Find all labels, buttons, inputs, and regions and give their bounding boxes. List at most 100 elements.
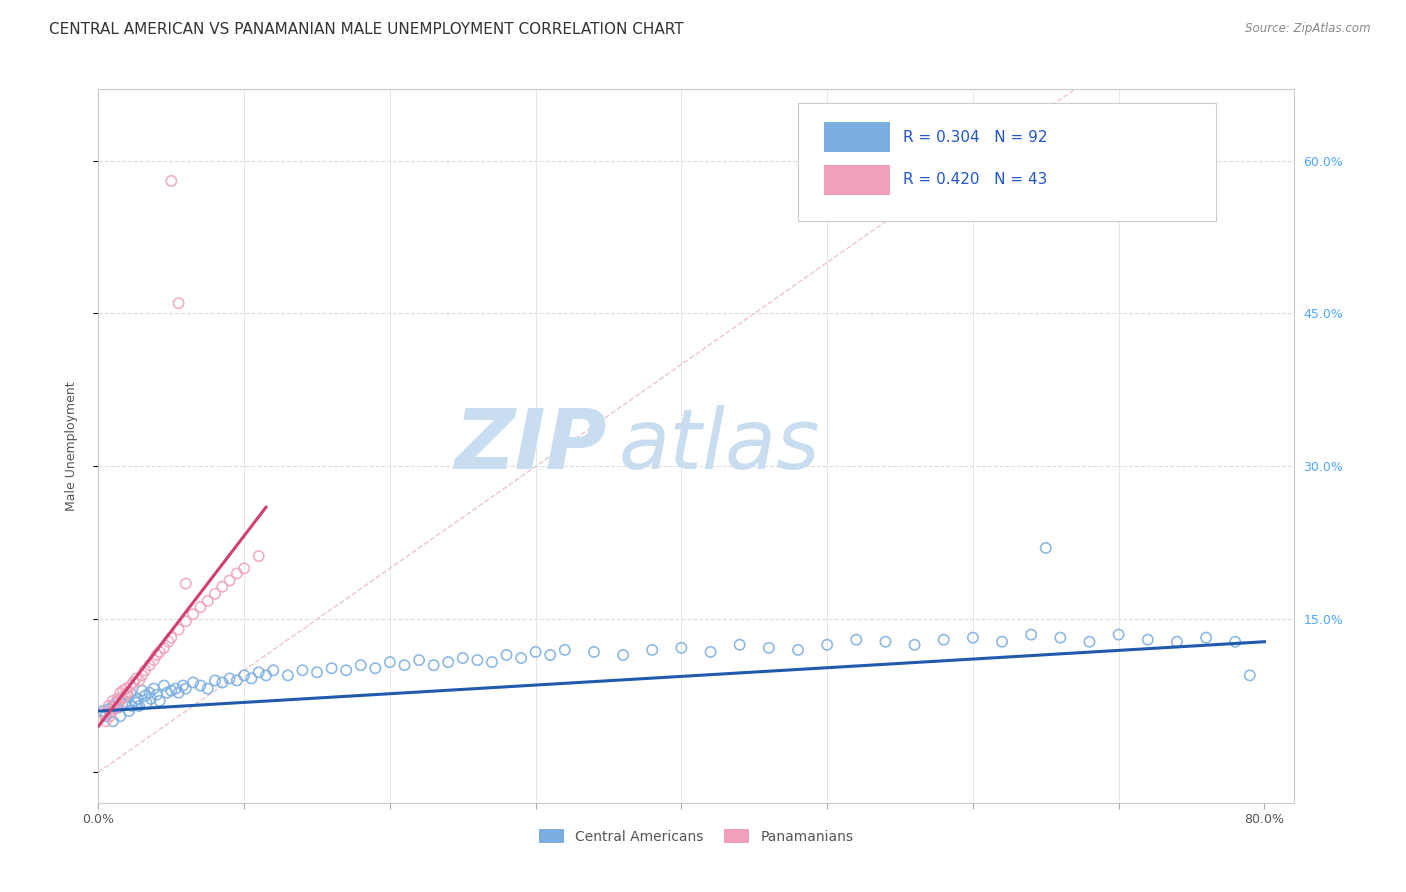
Point: [1108, 627, 1130, 641]
Point: [1078, 634, 1101, 648]
Point: [1239, 668, 1261, 682]
Point: [1019, 627, 1042, 641]
Point: [641, 643, 664, 657]
Point: [131, 668, 153, 682]
Point: [394, 658, 416, 673]
Point: [225, 566, 247, 581]
Point: [156, 686, 179, 700]
Point: [422, 658, 444, 673]
Point: [142, 653, 165, 667]
Point: [167, 686, 190, 700]
Point: [108, 694, 131, 708]
Point: [120, 686, 142, 700]
Point: [233, 668, 256, 682]
Point: [115, 681, 138, 696]
Point: [101, 694, 124, 708]
Point: [94, 714, 117, 729]
Point: [197, 594, 219, 608]
Point: [114, 697, 136, 711]
Point: [174, 615, 197, 629]
Point: [103, 702, 125, 716]
Point: [104, 696, 127, 710]
Point: [758, 640, 780, 655]
Point: [699, 645, 721, 659]
Point: [510, 651, 533, 665]
Point: [350, 658, 373, 673]
Point: [135, 696, 157, 710]
Point: [247, 549, 270, 563]
Point: [125, 696, 148, 710]
Point: [165, 681, 187, 696]
Point: [247, 665, 270, 680]
Text: R = 0.304   N = 92: R = 0.304 N = 92: [903, 129, 1047, 145]
Point: [157, 634, 180, 648]
Point: [145, 648, 167, 662]
Point: [903, 638, 925, 652]
Point: [538, 648, 561, 662]
Point: [218, 672, 240, 686]
Point: [105, 701, 128, 715]
Point: [139, 691, 162, 706]
Point: [218, 574, 240, 588]
Point: [134, 663, 156, 677]
Point: [174, 576, 197, 591]
Point: [134, 689, 156, 703]
Point: [321, 661, 343, 675]
Point: [111, 691, 134, 706]
Point: [582, 645, 605, 659]
Point: [787, 643, 810, 657]
FancyBboxPatch shape: [824, 165, 890, 194]
Point: [335, 663, 357, 677]
Point: [1136, 632, 1159, 647]
Point: [160, 683, 183, 698]
Point: [1195, 631, 1218, 645]
Point: [110, 709, 132, 723]
Point: [128, 698, 150, 713]
Point: [181, 607, 204, 622]
Point: [104, 696, 127, 710]
Point: [110, 686, 132, 700]
Point: [291, 663, 314, 677]
Point: [100, 704, 122, 718]
Point: [254, 668, 277, 682]
Point: [378, 655, 401, 669]
Point: [1166, 634, 1188, 648]
Text: ZIP: ZIP: [454, 406, 606, 486]
Point: [114, 689, 136, 703]
Point: [97, 702, 120, 716]
Point: [211, 580, 233, 594]
Point: [364, 661, 387, 675]
Point: [190, 600, 212, 615]
Point: [91, 706, 114, 720]
Text: R = 0.420   N = 43: R = 0.420 N = 43: [903, 172, 1047, 187]
Point: [91, 704, 114, 718]
Point: [467, 653, 489, 667]
Point: [1225, 634, 1247, 648]
Point: [127, 691, 149, 706]
Point: [408, 653, 430, 667]
Point: [451, 651, 474, 665]
Point: [153, 679, 176, 693]
Point: [98, 709, 121, 723]
Point: [612, 648, 634, 662]
Point: [121, 698, 143, 713]
Point: [197, 681, 219, 696]
Point: [305, 665, 328, 680]
Point: [117, 689, 139, 703]
Point: [122, 675, 145, 690]
Text: Source: ZipAtlas.com: Source: ZipAtlas.com: [1246, 22, 1371, 36]
FancyBboxPatch shape: [797, 103, 1216, 221]
Point: [160, 174, 183, 188]
Point: [671, 640, 693, 655]
Point: [117, 686, 139, 700]
Point: [167, 623, 190, 637]
Point: [105, 691, 128, 706]
Point: [181, 675, 204, 690]
Y-axis label: Male Unemployment: Male Unemployment: [65, 381, 77, 511]
Point: [204, 587, 226, 601]
Point: [125, 672, 148, 686]
Point: [845, 632, 868, 647]
Point: [524, 645, 547, 659]
Point: [167, 296, 190, 310]
Point: [138, 686, 160, 700]
